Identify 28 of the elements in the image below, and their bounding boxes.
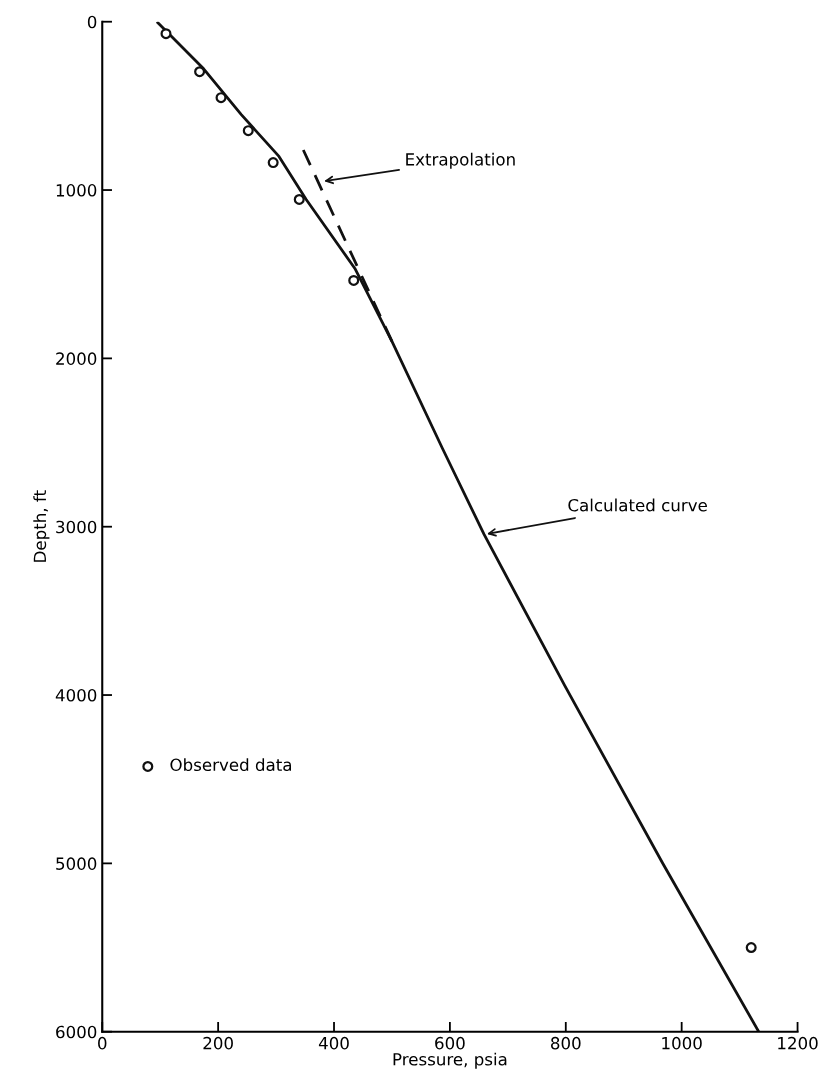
annotation: Calculated curve [568, 498, 707, 512]
point [160, 28, 172, 40]
y-tick-label: 3000 [56, 520, 97, 534]
x-axis-title: Pressure, psia [393, 1052, 507, 1069]
annotation: Extrapolation [406, 152, 515, 169]
line-series [156, 21, 761, 1032]
x-tick-label: 400 [318, 1036, 349, 1050]
x-tick-label: 200 [203, 1036, 233, 1050]
y-tick-label: 2000 [56, 352, 97, 365]
point [215, 92, 227, 104]
y-tick-label: 6000 [56, 1025, 97, 1039]
point [348, 274, 360, 286]
y-tick-label: 5000 [56, 857, 97, 870]
y-axis-title: Depth, ft [33, 490, 50, 562]
x-tick-label: 1200 [778, 1036, 818, 1050]
point [242, 125, 254, 137]
y-tick-label: 1000 [56, 184, 97, 197]
legend-label: Observed data [170, 758, 291, 772]
point [293, 193, 305, 205]
x-tick-label: 800 [551, 1036, 581, 1050]
x-tick-label: 1000 [662, 1036, 702, 1050]
y-tick-label: 4000 [55, 689, 97, 702]
x-tick-label: 600 [435, 1036, 465, 1050]
point [194, 66, 206, 78]
y-tick-label: 0 [87, 15, 97, 29]
point [267, 157, 279, 169]
x-tick-label: 0 [98, 1036, 107, 1050]
point [745, 942, 757, 954]
